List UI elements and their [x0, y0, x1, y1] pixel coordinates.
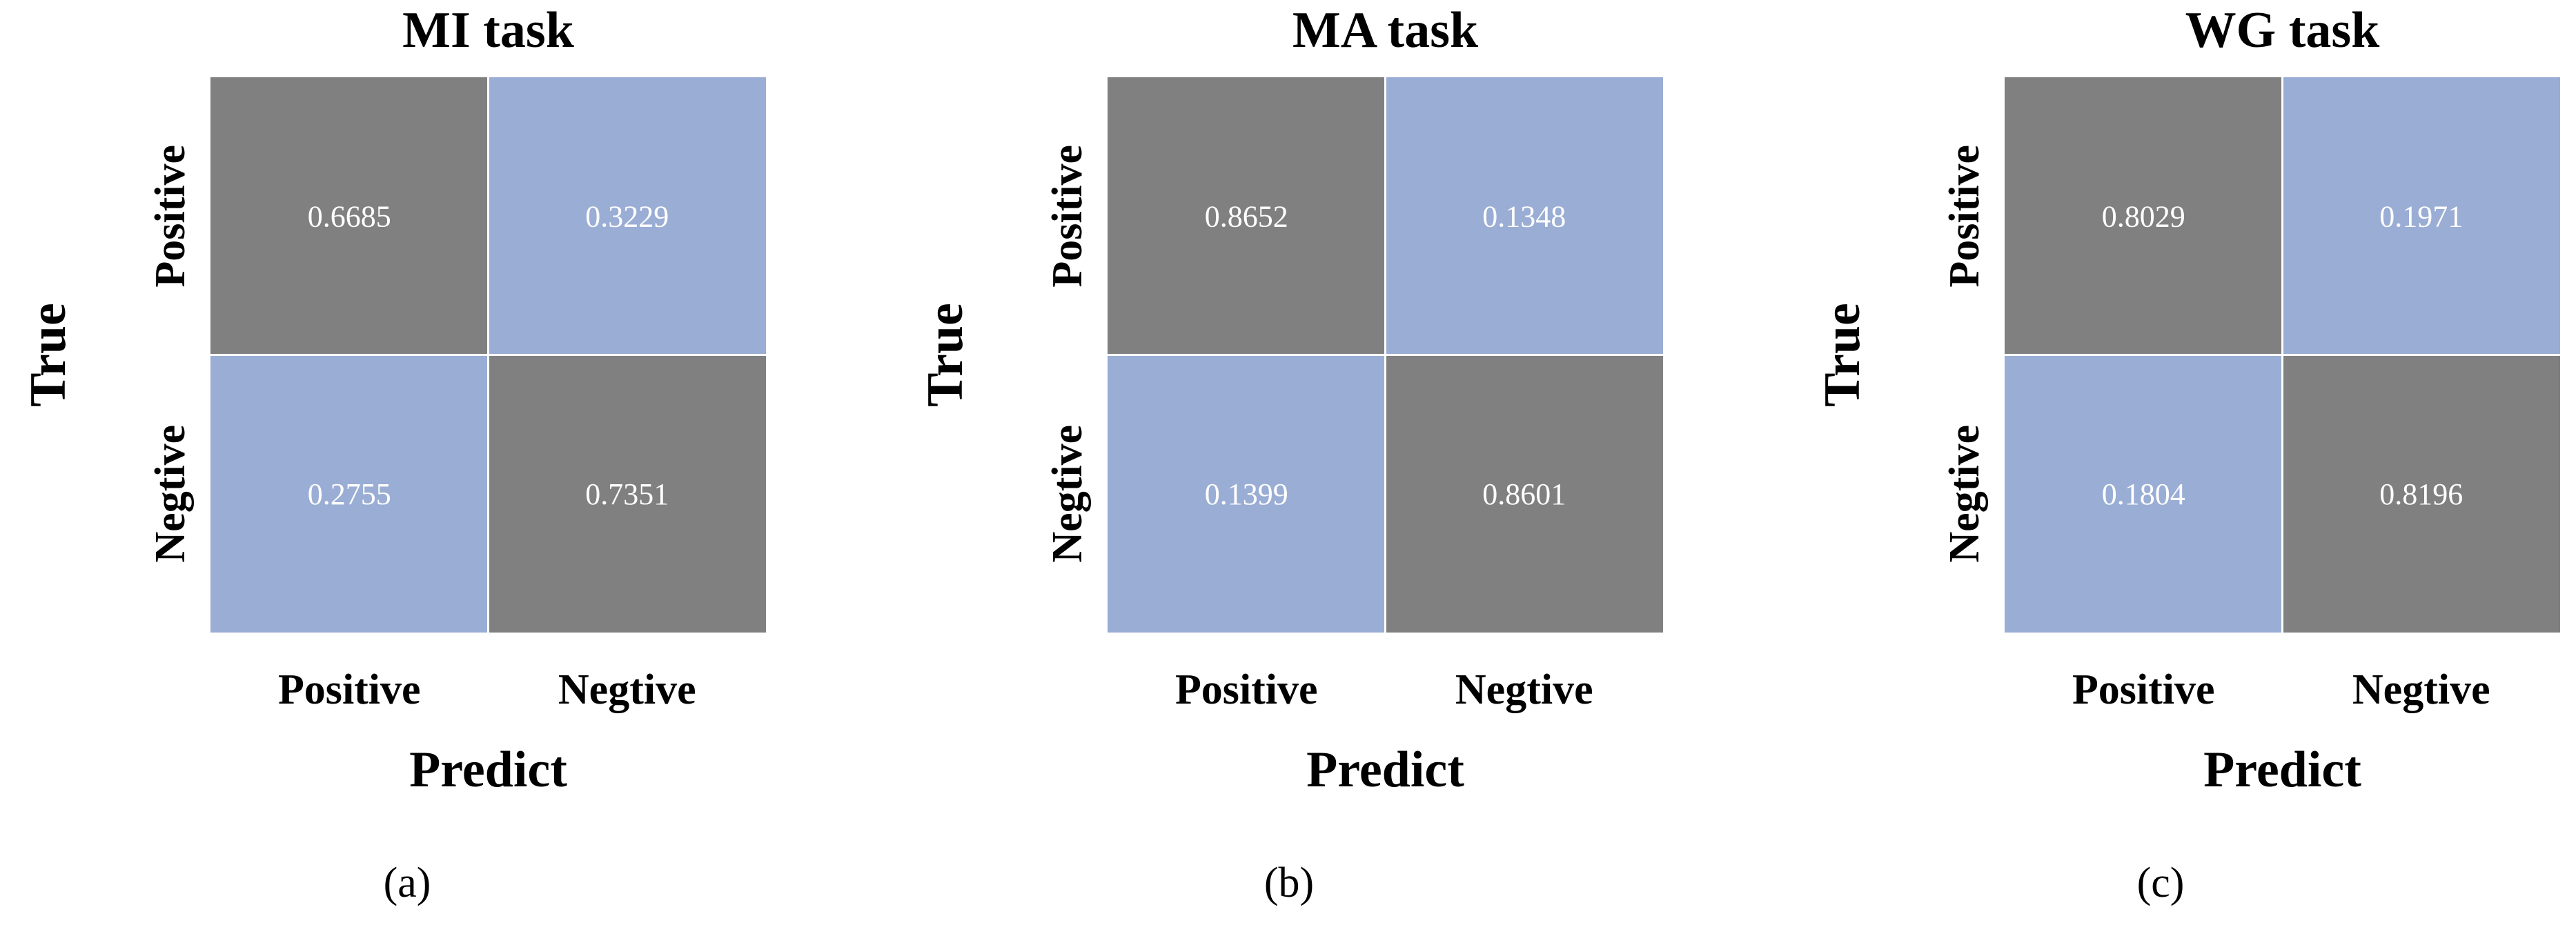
cell-value-label: 0.3229 [585, 199, 669, 233]
matrix-cell-r0-c0 [2005, 77, 2283, 355]
x-tick-label: Positive [2072, 666, 2215, 713]
cell-value-label: 0.1399 [1205, 477, 1288, 511]
y-tick-label: Negtive [1044, 425, 1091, 563]
y-tick-label: Negtive [147, 425, 194, 563]
y-tick-label: Positive [147, 145, 194, 288]
x-axis-label: Predict [409, 742, 567, 798]
cell-value-label: 0.8029 [2102, 199, 2185, 233]
y-tick-label: Positive [1044, 145, 1091, 288]
x-tick-label: Negtive [558, 666, 696, 713]
chart-title: MA task [1292, 2, 1479, 59]
y-axis-label: True [20, 303, 77, 407]
x-tick-label: Positive [278, 666, 421, 713]
confusion-matrix-panel-2: MA task 0.8652 0.1348 0.1399 0.8601 Positive N… [917, 2, 1663, 906]
cell-value-label: 0.1348 [1482, 199, 1566, 233]
cell-value-label: 0.8601 [1482, 477, 1566, 511]
x-tick-label: Negtive [1455, 666, 1593, 713]
cell-value-label: 0.1971 [2379, 199, 2463, 233]
x-axis-label: Predict [1306, 742, 1464, 798]
cell-value-label: 0.1804 [2102, 477, 2185, 511]
y-axis-label: True [1814, 303, 1871, 407]
panel-caption: (a) [384, 859, 431, 906]
x-axis-label: Predict [2203, 742, 2361, 798]
matrix-cell-r1-c1 [2282, 355, 2560, 633]
matrix-cell-r1-c0 [1108, 355, 1386, 633]
chart-title: WG task [2185, 2, 2381, 59]
cell-value-label: 0.8652 [1205, 199, 1288, 233]
y-tick-label: Positive [1941, 145, 1988, 288]
panel-caption: (b) [1264, 859, 1314, 906]
y-tick-label: Negtive [1941, 425, 1988, 563]
matrix-cell-r1-c1 [1385, 355, 1663, 633]
matrix-cell-r1-c0 [210, 355, 489, 633]
cell-value-label: 0.8196 [2379, 477, 2463, 511]
y-axis-label: True [917, 303, 974, 407]
cell-value-label: 0.2755 [308, 477, 391, 511]
matrix-cell-r0-c0 [210, 77, 489, 355]
matrix-cell-r0-c1 [2282, 77, 2560, 355]
cell-value-label: 0.6685 [308, 199, 391, 233]
x-tick-label: Positive [1175, 666, 1318, 713]
matrix-cell-r1-c1 [488, 355, 766, 633]
confusion-matrix-panel-1: MI task 0.6685 0.3229 0.2755 0.7351 Positive N… [20, 2, 766, 906]
cell-value-label: 0.7351 [585, 477, 669, 511]
chart-title: MI task [402, 2, 575, 59]
matrix-cell-r0-c1 [1385, 77, 1663, 355]
x-tick-label: Negtive [2352, 666, 2490, 713]
matrix-cell-r1-c0 [2005, 355, 2283, 633]
matrix-cell-r0-c1 [488, 77, 766, 355]
panel-caption: (c) [2137, 859, 2185, 906]
matrix-cell-r0-c0 [1108, 77, 1386, 355]
confusion-matrix-panel-3: WG task 0.8029 0.1971 0.1804 0.8196 Positive N… [1814, 2, 2560, 906]
